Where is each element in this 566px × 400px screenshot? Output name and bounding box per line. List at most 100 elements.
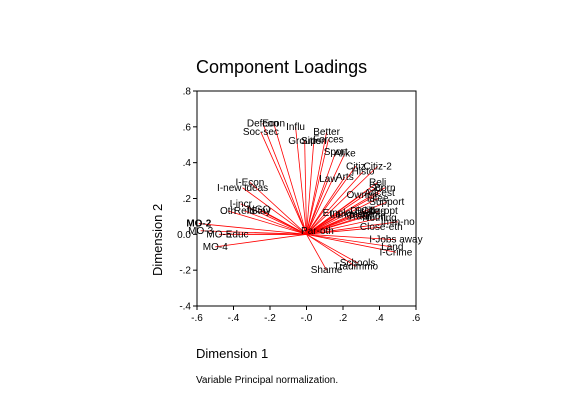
point-label: Refu [234,206,255,217]
point-label: Shame [311,265,343,276]
point-label: I-new ideas [217,183,268,194]
point-label: I-Crime [380,247,413,258]
y-tick-label: -.2 [179,266,191,277]
point-label: Schools [340,258,376,269]
point-label: Citiz-2 [364,161,393,172]
point-label: Better [313,127,340,138]
point-label: Lifee [367,194,389,205]
point-label: Land [381,242,403,253]
loading-vector [306,233,396,241]
loading-vector [258,208,307,235]
loading-vector [306,176,346,235]
point-label: Forces [313,134,344,145]
point-label: Sport [324,147,348,158]
loading-vector [306,192,380,235]
normalization-note: Variable Principal normalization. [196,375,339,386]
point-label: Language [330,210,375,221]
loading-vector [306,171,364,235]
loading-vector [304,141,307,235]
loading-vector [306,217,380,235]
y-tick-label: .4 [183,158,192,169]
point-label: Arts [336,172,354,183]
loading-vector [306,233,358,264]
point-label: Ancest [364,188,395,199]
loading-vector [306,233,397,253]
loading-vector [306,178,329,235]
point-label: Defcon [247,118,279,129]
loading-vector [306,198,378,235]
loading-vector [306,153,346,235]
loading-vector [306,194,362,235]
x-tick-label: -.2 [264,313,276,324]
point-label: Law [319,174,338,185]
loading-vector [306,132,327,235]
point-label: Born [374,183,395,194]
loading-vector [273,123,307,235]
loading-vector [240,203,307,235]
y-tick-label: .6 [183,122,192,133]
point-label: Citiz-opt [361,206,398,217]
point-label: Alike [334,149,356,160]
point-label: Reli [369,177,386,188]
loading-vector [260,132,307,235]
loading-vector [306,233,356,267]
x-axis-ticks: -.6 -.4 -.2 -.0 .2 .4 .6 [191,306,421,324]
point-label: Sv-flag [355,206,386,217]
loading-vector [295,126,307,235]
loading-vector [262,123,307,235]
loading-vector [306,233,393,248]
point-label: I-Econ [235,177,264,188]
y-axis-label: Dimension 2 [150,203,165,276]
point-label: Influ [286,122,305,133]
point-label: MO-3 [188,226,213,237]
point-label: MO-2 [186,219,211,230]
loading-vector [200,230,307,235]
point-label: Stay [251,206,271,217]
x-tick-label: -.0 [301,313,313,324]
loading-vector [306,214,353,235]
x-tick-label: .2 [339,313,348,324]
loading-vector [306,234,327,271]
x-tick-label: -.4 [228,313,240,324]
point-label: Nothing [362,213,396,224]
point-label: Dislike [350,206,380,217]
point-label: Groups [288,136,321,147]
loading-vector [306,166,357,235]
point-label: MO-5 [206,229,231,240]
loading-vector [215,233,307,248]
point-label: Imm-no [381,217,415,228]
point-label: Oth [220,206,236,217]
loading-vector [306,165,378,235]
point-label: Educ [226,229,249,240]
point-label: Par-oth [301,226,334,237]
loading-vector [244,210,307,235]
y-axis-ticks: .8 .6 .4 .2 0.0 -.2 -.4 [177,87,197,313]
point-label: Citiz [346,161,365,172]
loading-vectors [198,123,398,271]
loading-vector [242,187,307,235]
point-label: Close-eth [360,222,403,233]
x-tick-label: .4 [375,313,384,324]
y-tick-label: -.4 [179,302,191,313]
loading-vector [306,151,337,235]
point-label: I-incr [230,199,253,210]
y-tick-label: .2 [183,194,192,205]
x-tick-label: .6 [412,313,421,324]
y-tick-label: .8 [183,87,192,98]
point-label: Econ [262,118,285,129]
point-label: MO-4 [203,242,228,253]
loading-vector [227,210,307,235]
point-label: I-Jobs away [369,235,422,246]
point-label: Tradimmo [333,262,378,273]
loading-vector [306,221,398,235]
point-label: Histo [352,167,375,178]
point-label: Sci [369,183,383,194]
chart-title: Component Loadings [196,57,368,77]
loading-vector [306,141,315,235]
loading-vector [306,212,340,235]
point-label: Soc-sec [243,127,279,138]
point-label: Support [369,197,404,208]
y-tick-label: 0.0 [177,230,191,241]
